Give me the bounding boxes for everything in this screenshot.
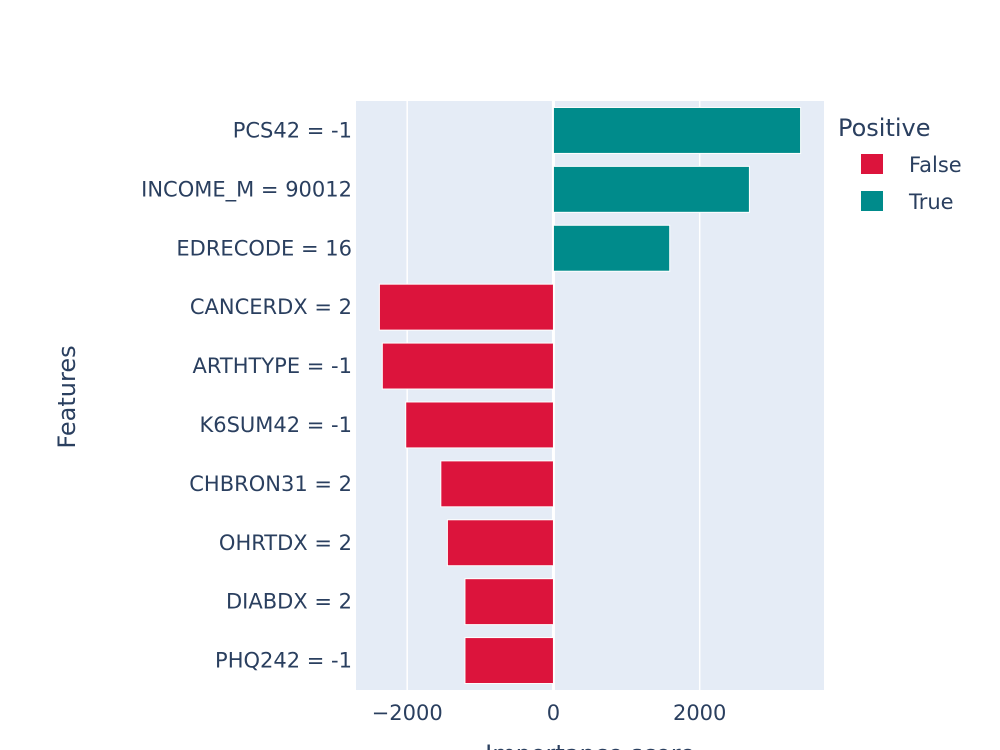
x-tick-labels: −2000 0 2000 [372,701,727,725]
bar-pcs42 [552,106,802,154]
legend-swatch-false [861,154,883,174]
bar-diabdx [464,578,554,626]
y-tick-label: EDRECODE = 16 [176,236,352,260]
y-tick-label: ARTHTYPE = -1 [192,354,352,378]
bar-chbron31 [440,460,554,508]
y-tick-label: OHRTDX = 2 [219,531,352,555]
bar-ohrtdx [446,519,554,567]
bar-edrecode [552,224,671,272]
y-tick-label: CANCERDX = 2 [190,295,352,319]
legend-label-false: False [909,153,962,177]
legend-label-true: True [908,190,954,214]
legend: Positive False True [838,114,962,214]
bar-cancerdx [378,283,554,331]
x-tick-label: −2000 [372,701,443,725]
legend-title: Positive [838,114,931,142]
bar-phq242 [464,637,554,685]
y-tick-label: CHBRON31 = 2 [189,472,352,496]
x-tick-label: 2000 [673,701,726,725]
x-axis-title: Importance score [485,740,695,750]
y-tick-labels: PCS42 = -1 INCOME_M = 90012 EDRECODE = 16 C… [141,118,352,672]
y-tick-label: PHQ242 = -1 [215,649,352,673]
legend-swatch-true [861,191,883,211]
y-tick-label: K6SUM42 = -1 [199,413,352,437]
bar-income_m [552,165,750,213]
bar-k6sum42 [405,401,554,449]
x-tick-label: 0 [547,701,560,725]
bar-arthtype [381,342,554,390]
bars [378,106,802,685]
y-axis-title: Features [53,345,81,448]
y-tick-label: INCOME_M = 90012 [141,177,352,202]
y-tick-label: PCS42 = -1 [233,118,352,142]
y-tick-label: DIABDX = 2 [226,590,352,614]
